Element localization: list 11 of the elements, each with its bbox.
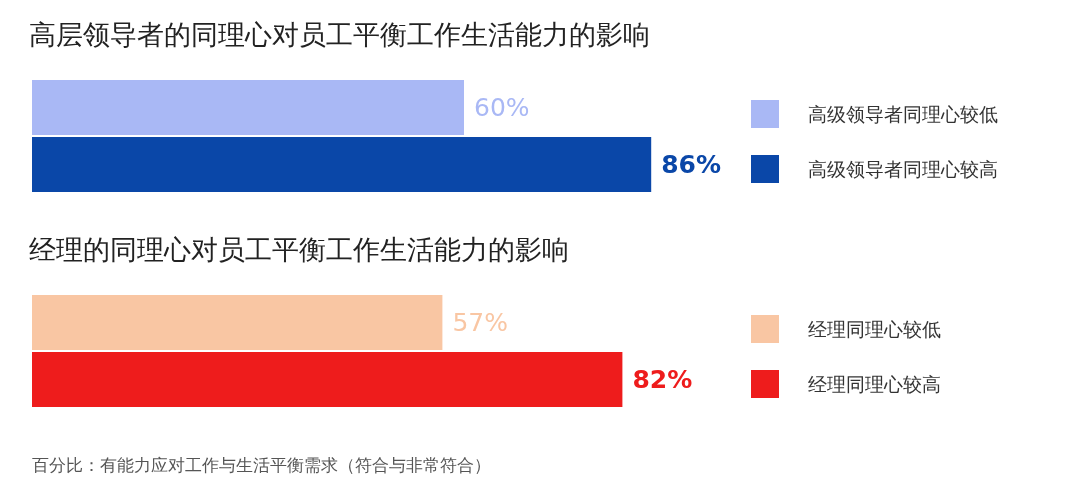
- data-label: 82%: [632, 365, 693, 395]
- legend-label: 经理同理心较高: [808, 373, 941, 395]
- legend-label: 高级领导者同理心较高: [808, 158, 998, 180]
- text: 百分比：有能力应对工作与生活平衡需求（符合与非常符合）: [32, 454, 491, 475]
- data-label: 86%: [661, 150, 722, 180]
- chart-title: 经理的同理心对员工平衡工作生活能力的影响: [29, 234, 569, 265]
- data-label: 60%: [474, 92, 530, 122]
- legend-label: 经理同理心较低: [808, 318, 941, 340]
- legend-label: 高级领导者同理心较低: [808, 103, 998, 125]
- chart-title: 高层领导者的同理心对员工平衡工作生活能力的影响: [29, 19, 650, 50]
- data-label: 57%: [452, 307, 508, 337]
